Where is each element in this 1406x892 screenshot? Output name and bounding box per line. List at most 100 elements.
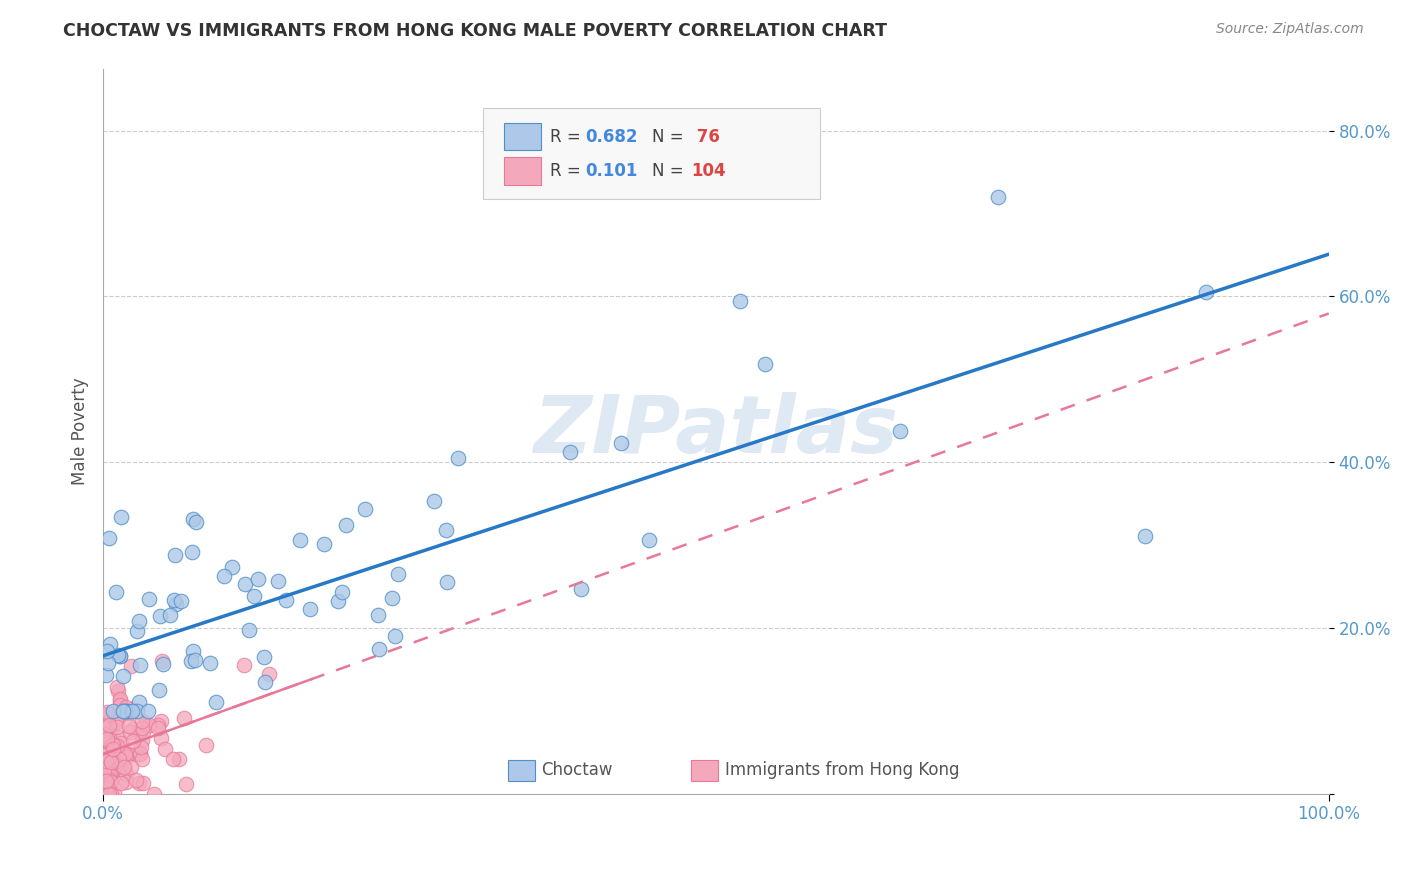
Point bbox=[221, 559, 243, 574]
Point bbox=[253, 649, 276, 664]
Point bbox=[610, 435, 633, 450]
Point bbox=[97, 766, 120, 780]
Point bbox=[94, 774, 117, 789]
Point bbox=[96, 787, 118, 801]
Point bbox=[94, 747, 117, 761]
Point bbox=[335, 517, 357, 532]
Point bbox=[128, 776, 150, 790]
Point bbox=[243, 590, 266, 604]
Point bbox=[730, 293, 752, 308]
Point bbox=[96, 762, 118, 776]
Point bbox=[122, 733, 145, 747]
Bar bbox=[503, 123, 541, 151]
Point bbox=[118, 706, 141, 720]
Point bbox=[128, 614, 150, 628]
Point bbox=[167, 752, 190, 766]
Point bbox=[298, 602, 321, 616]
Point bbox=[96, 706, 118, 720]
Point bbox=[122, 723, 145, 737]
Point bbox=[434, 524, 457, 538]
Point bbox=[107, 684, 129, 698]
Point bbox=[107, 731, 129, 745]
Point bbox=[110, 776, 132, 790]
Point bbox=[110, 698, 132, 713]
Point bbox=[180, 653, 202, 667]
Point bbox=[114, 750, 136, 764]
Point bbox=[98, 772, 121, 787]
Text: N =: N = bbox=[652, 161, 683, 180]
Point bbox=[112, 704, 135, 718]
Point bbox=[212, 569, 235, 583]
Point bbox=[104, 585, 127, 599]
Text: R =: R = bbox=[551, 161, 586, 180]
Point bbox=[381, 591, 404, 605]
Point bbox=[114, 775, 136, 789]
Point bbox=[98, 768, 121, 782]
Text: Source: ZipAtlas.com: Source: ZipAtlas.com bbox=[1216, 22, 1364, 37]
Point bbox=[93, 721, 115, 735]
Point bbox=[93, 706, 115, 721]
Point bbox=[173, 711, 195, 725]
Point bbox=[889, 425, 911, 439]
Point bbox=[124, 747, 146, 761]
Point bbox=[330, 585, 353, 599]
Bar bbox=[503, 157, 541, 185]
Text: Choctaw: Choctaw bbox=[541, 762, 612, 780]
Text: R =: R = bbox=[551, 128, 586, 145]
Point bbox=[238, 624, 260, 638]
Point bbox=[181, 512, 204, 526]
Point bbox=[233, 577, 256, 591]
Point bbox=[100, 787, 122, 801]
Point bbox=[105, 739, 128, 753]
Point bbox=[103, 743, 125, 757]
Point bbox=[1133, 529, 1156, 543]
Point bbox=[128, 746, 150, 760]
Point bbox=[184, 652, 207, 666]
Point bbox=[94, 733, 117, 747]
Point bbox=[114, 747, 136, 761]
Point bbox=[97, 733, 120, 747]
Point bbox=[103, 786, 125, 800]
Point bbox=[94, 754, 117, 768]
Point bbox=[93, 760, 115, 774]
Point bbox=[93, 726, 115, 740]
Point bbox=[195, 738, 218, 752]
Point bbox=[115, 699, 138, 714]
Point bbox=[94, 667, 117, 681]
Point bbox=[105, 720, 128, 734]
Point bbox=[107, 680, 129, 694]
Text: 0.101: 0.101 bbox=[585, 161, 637, 180]
Point bbox=[107, 648, 129, 663]
Point bbox=[150, 654, 173, 668]
Point bbox=[131, 714, 153, 728]
Point bbox=[129, 740, 152, 755]
Point bbox=[149, 609, 172, 624]
Point bbox=[97, 707, 120, 722]
Point bbox=[108, 760, 131, 774]
Point bbox=[569, 582, 592, 596]
Bar bbox=[508, 760, 534, 781]
Point bbox=[98, 637, 121, 651]
Point bbox=[129, 747, 152, 761]
Point bbox=[387, 566, 409, 581]
Point bbox=[96, 644, 118, 658]
Point bbox=[117, 747, 139, 761]
Text: 0.682: 0.682 bbox=[585, 128, 637, 145]
Point bbox=[124, 773, 146, 788]
Point bbox=[115, 766, 138, 780]
Point bbox=[146, 718, 169, 732]
Point bbox=[104, 714, 127, 729]
Point bbox=[111, 669, 134, 683]
Point bbox=[100, 774, 122, 789]
Point bbox=[100, 769, 122, 783]
Point bbox=[110, 745, 132, 759]
Point bbox=[138, 718, 160, 732]
Y-axis label: Male Poverty: Male Poverty bbox=[72, 377, 89, 485]
Point bbox=[198, 657, 221, 671]
Point bbox=[257, 666, 280, 681]
Point bbox=[120, 659, 142, 673]
Point bbox=[153, 742, 176, 756]
Text: ZIPatlas: ZIPatlas bbox=[533, 392, 898, 470]
Point bbox=[638, 533, 661, 547]
Point bbox=[148, 721, 170, 735]
